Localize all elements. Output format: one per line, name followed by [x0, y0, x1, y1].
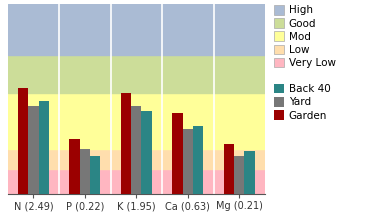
Bar — [38, 101, 49, 194]
Bar — [8, 149, 265, 169]
Bar — [70, 139, 80, 194]
Bar — [80, 149, 90, 194]
Bar — [18, 88, 28, 194]
Bar — [183, 129, 193, 194]
Bar — [8, 55, 265, 93]
Bar — [28, 106, 38, 194]
Bar — [172, 113, 183, 194]
Bar — [224, 144, 234, 194]
Bar — [90, 156, 100, 194]
Legend: High, Good, Mod, Low, Very Low,  , Back 40, Yard, Garden: High, Good, Mod, Low, Very Low, , Back 4… — [274, 5, 336, 121]
Bar — [8, 169, 265, 194]
Bar — [193, 126, 203, 194]
Bar — [8, 93, 265, 149]
Bar — [131, 106, 141, 194]
Bar — [244, 151, 255, 194]
Bar — [121, 93, 131, 194]
Bar — [8, 4, 265, 55]
Bar — [234, 156, 244, 194]
Bar — [141, 111, 152, 194]
